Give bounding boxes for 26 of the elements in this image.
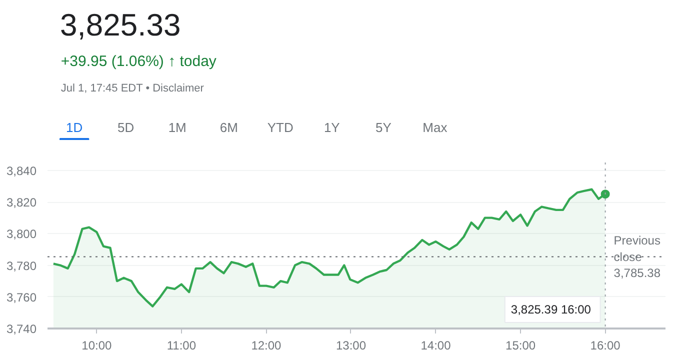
x-tick-label: 12:00: [251, 338, 282, 352]
text: 1M: [168, 120, 186, 135]
text: 1D: [66, 120, 83, 135]
text: 6M: [220, 120, 238, 135]
text: Jul 1, 17:45 EDT • Disclaimer: [60, 82, 204, 94]
chart-subtitle: +39.95 (1.06%) ↑ today: [60, 53, 217, 70]
text: Max: [422, 120, 448, 135]
x-tick-label: 11:00: [166, 338, 196, 352]
y-tick-label: 3,760: [6, 290, 37, 304]
x-tick-label: 14:00: [420, 338, 452, 352]
y-tick-label: 3,840: [6, 164, 37, 178]
text: YTD: [267, 120, 294, 135]
x-tick-label: 15:00: [506, 338, 536, 352]
y-tick-label: 3,740: [6, 322, 37, 336]
y-tick-label: 3,780: [6, 258, 37, 273]
y-tick-label: 3,820: [6, 196, 37, 210]
x-tick-label: 16:00: [590, 338, 621, 352]
text: 5Y: [375, 120, 392, 135]
chart-title: 3,825.33: [60, 8, 181, 42]
text: 1Y: [324, 120, 340, 135]
x-tick-label: 10:00: [82, 338, 112, 352]
ref-line-label: Previous close 3,785.38: [614, 234, 661, 280]
x-tick-label: 13:00: [336, 338, 366, 352]
y-tick-label: 3,800: [6, 227, 37, 242]
ref-line-label: 3,825.39 16:00: [510, 302, 592, 316]
text: 5D: [118, 120, 134, 135]
